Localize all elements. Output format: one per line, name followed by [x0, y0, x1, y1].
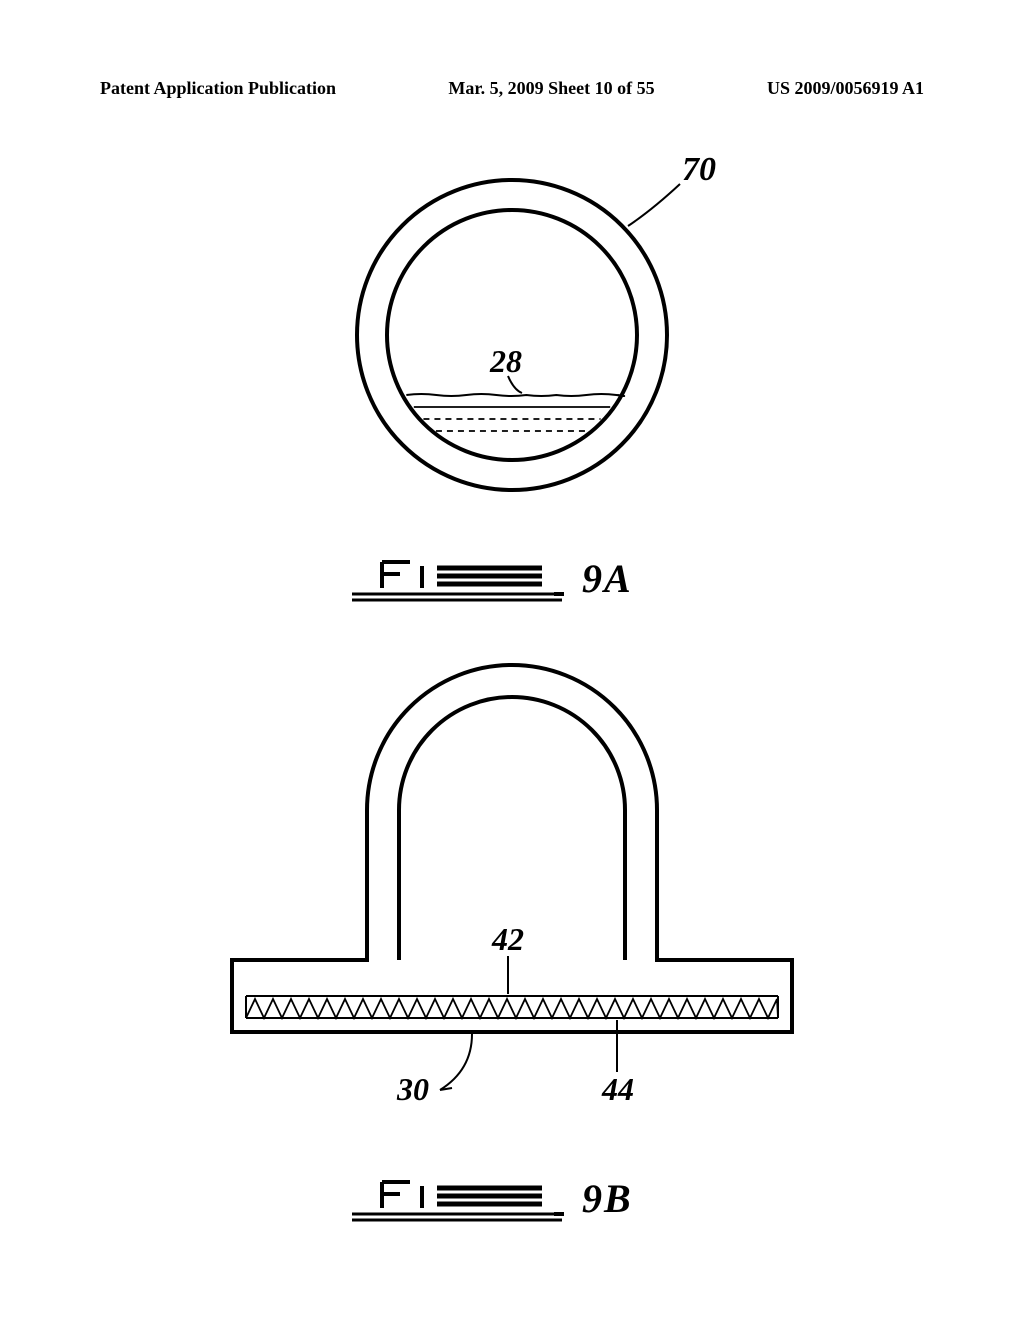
- page-header: Patent Application Publication Mar. 5, 2…: [0, 78, 1024, 99]
- svg-text:42: 42: [491, 921, 524, 957]
- header-center: Mar. 5, 2009 Sheet 10 of 55: [448, 78, 654, 99]
- figure-9a-caption: 9A: [252, 550, 772, 606]
- fig-9a-suffix-text: 9A: [582, 556, 633, 601]
- header-right: US 2009/0056919 A1: [767, 78, 924, 99]
- figure-9b-svg: 42 30 44: [172, 620, 852, 1140]
- svg-text:30: 30: [396, 1071, 429, 1107]
- fig-9b-suffix-text: 9B: [582, 1176, 633, 1221]
- figure-9b-caption: 9B: [172, 1170, 852, 1226]
- figure-9a: 70 28 9A: [252, 140, 772, 606]
- figure-9b: 42 30 44 9B: [172, 620, 852, 1226]
- figure-9a-svg: 70 28: [252, 140, 772, 520]
- svg-text:28: 28: [489, 343, 522, 379]
- svg-text:44: 44: [601, 1071, 634, 1107]
- header-left: Patent Application Publication: [100, 78, 336, 99]
- svg-text:70: 70: [682, 151, 716, 188]
